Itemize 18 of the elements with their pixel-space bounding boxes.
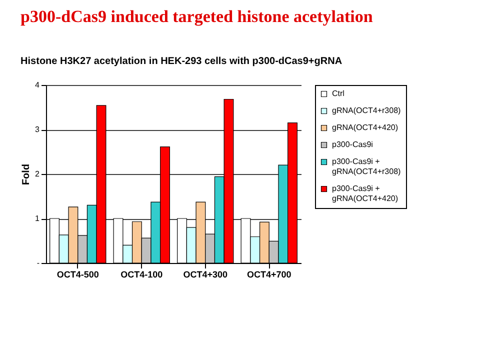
y-tick-label: 4 — [35, 80, 40, 90]
chart-subtitle: Histone H3K27 acetylation in HEK-293 cells with p300-dCas9+gRNA — [20, 56, 342, 67]
legend-label: p300-Cas9i + gRNA(OCT4+r308) — [332, 157, 402, 176]
y-tick-label: 3 — [35, 125, 40, 134]
legend-label: Ctrl — [332, 89, 345, 98]
x-tick-label: OCT4-500 — [56, 270, 99, 280]
legend-label: p300-Cas9i — [332, 140, 374, 149]
y-axis-title: Fold — [21, 164, 32, 186]
x-tick-label: OCT4-100 — [120, 270, 163, 280]
x-tick-label: OCT4+300 — [183, 270, 228, 280]
y-tick-label: 1 — [35, 214, 40, 223]
legend-label: p300-Cas9i + gRNA(OCT4+420) — [332, 184, 398, 203]
chart-title: p300-dCas9 induced targeted histone acetylation — [20, 7, 374, 26]
y-tick-label: 2 — [35, 170, 40, 178]
x-tick-label: OCT4+700 — [246, 270, 292, 280]
y-tick-label: - — [36, 258, 40, 268]
legend-label: gRNA(OCT4+420) — [332, 123, 398, 132]
legend-label: gRNA(OCT4+r308) — [332, 106, 402, 115]
